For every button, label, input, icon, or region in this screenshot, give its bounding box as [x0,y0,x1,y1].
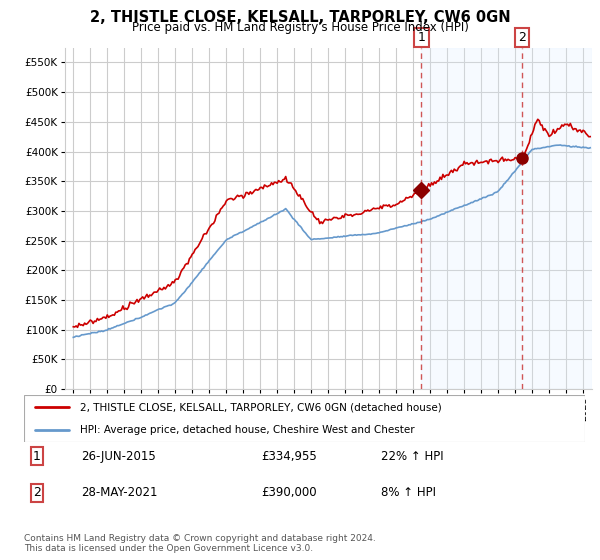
Text: 1: 1 [33,450,41,463]
Text: 2, THISTLE CLOSE, KELSALL, TARPORLEY, CW6 0GN (detached house): 2, THISTLE CLOSE, KELSALL, TARPORLEY, CW… [80,402,442,412]
Text: 22% ↑ HPI: 22% ↑ HPI [381,450,443,463]
Text: 2: 2 [518,31,526,44]
Text: 26-JUN-2015: 26-JUN-2015 [81,450,156,463]
Text: 2, THISTLE CLOSE, KELSALL, TARPORLEY, CW6 0GN: 2, THISTLE CLOSE, KELSALL, TARPORLEY, CW… [89,10,511,25]
Text: Price paid vs. HM Land Registry's House Price Index (HPI): Price paid vs. HM Land Registry's House … [131,21,469,34]
Text: Contains HM Land Registry data © Crown copyright and database right 2024.
This d: Contains HM Land Registry data © Crown c… [24,534,376,553]
Text: 1: 1 [418,31,425,44]
Text: 8% ↑ HPI: 8% ↑ HPI [381,486,436,500]
Text: £334,955: £334,955 [261,450,317,463]
Text: 28-MAY-2021: 28-MAY-2021 [81,486,157,500]
FancyBboxPatch shape [24,395,585,442]
Bar [421,48,592,389]
Text: HPI: Average price, detached house, Cheshire West and Chester: HPI: Average price, detached house, Ches… [80,425,415,435]
Text: £390,000: £390,000 [261,486,317,500]
Text: 2: 2 [33,486,41,500]
